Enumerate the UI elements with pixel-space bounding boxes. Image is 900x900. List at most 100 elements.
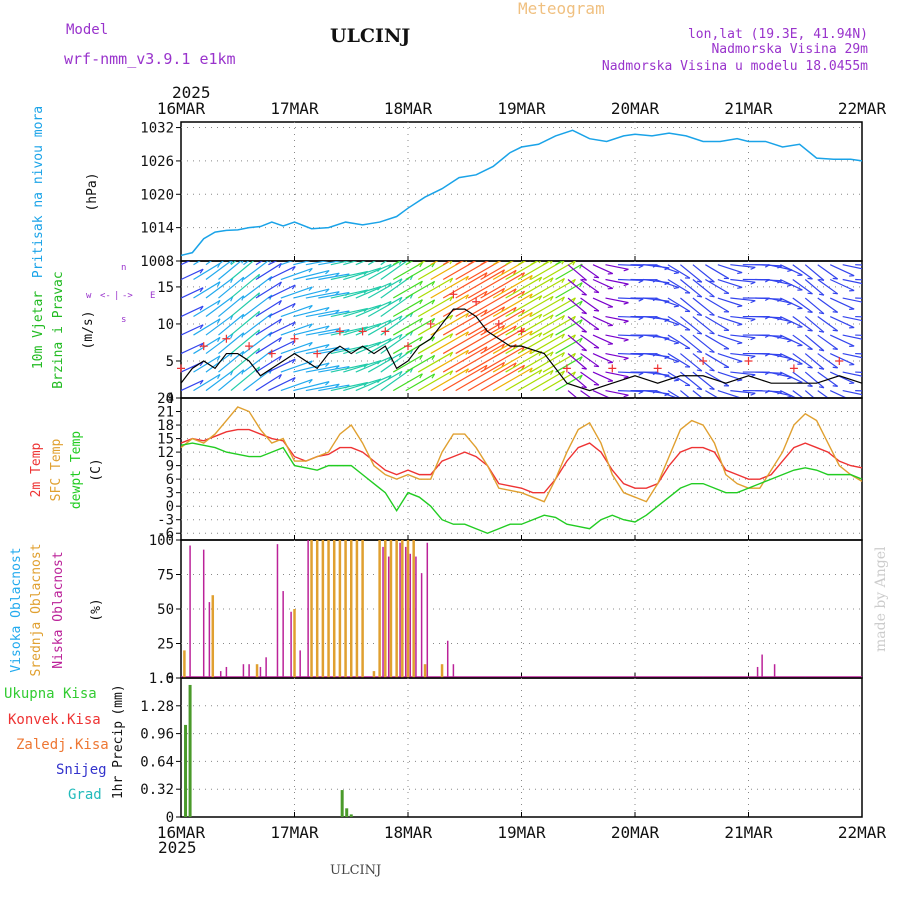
- wind-arrow: [592, 278, 614, 289]
- wind-arrow: [205, 261, 232, 280]
- wind-arrowhead: [572, 371, 576, 377]
- wind-arrowhead: [562, 245, 565, 249]
- wind-arrow: [417, 351, 453, 373]
- wind-arrow: [305, 291, 340, 299]
- wind-arrowhead: [549, 370, 554, 375]
- y-tick-label: 0.96: [140, 727, 174, 743]
- wind-arrowhead: [200, 254, 203, 258]
- wind-arrowhead: [750, 337, 756, 341]
- wind-arrowhead: [876, 355, 880, 357]
- low-cloud-bar: [265, 657, 267, 678]
- wind-arrowhead: [876, 336, 880, 338]
- wind-arrowhead: [638, 390, 644, 395]
- wind-arrowhead: [832, 329, 838, 332]
- precip-bar: [349, 814, 353, 817]
- wind-arrowhead: [278, 337, 282, 343]
- wind-arrowhead: [501, 306, 506, 312]
- wind-arrowhead: [398, 315, 403, 321]
- wind-arrow: [804, 264, 825, 281]
- wind-arrow: [605, 297, 629, 304]
- wind-arrowhead: [709, 280, 715, 283]
- wind-arrow: [792, 334, 813, 350]
- wind-arrowhead: [378, 253, 381, 257]
- wind-arrowhead: [593, 276, 599, 279]
- wind-arrow: [804, 371, 825, 389]
- wind-arrowhead: [529, 312, 533, 318]
- wind-arrowhead: [818, 367, 825, 370]
- wind-arrowhead: [623, 283, 629, 287]
- wind-arrowhead: [818, 312, 825, 315]
- wind-arrowhead: [876, 281, 880, 283]
- wind-arrow: [417, 333, 453, 355]
- wind-arrowhead: [308, 267, 313, 273]
- wind-arrow: [505, 350, 543, 373]
- wind-arrow: [829, 278, 855, 292]
- wind-arrow: [580, 371, 600, 386]
- wind-arrow: [692, 371, 715, 390]
- wind-arrowhead: [538, 313, 543, 319]
- legend-conv-precip: Konvek.Kisa: [8, 712, 101, 728]
- bottom-date-labels: 16MAR 17MAR 18MAR 19MAR 20MAR 21MAR 22MAR: [157, 823, 887, 842]
- wind-arrowhead: [521, 290, 526, 296]
- wind-arrow: [467, 261, 502, 281]
- wind-arrow: [268, 339, 296, 355]
- gust-marker: [653, 364, 662, 373]
- mid-cloud-bar: [211, 595, 215, 678]
- wind-arrow: [842, 334, 862, 340]
- product-title: Meteogram: [518, 0, 605, 18]
- wind-arrow: [280, 304, 313, 318]
- wind-arrowhead: [876, 392, 880, 394]
- wind-arrowhead: [737, 342, 743, 345]
- wind-arrow: [592, 297, 614, 308]
- wind-arrowhead: [737, 271, 743, 275]
- low-cloud-bar: [248, 664, 250, 678]
- wind-arrow: [392, 261, 401, 266]
- wind-arrow: [392, 280, 423, 299]
- wind-arrowhead: [750, 392, 756, 396]
- wind-arrowhead: [638, 316, 644, 321]
- wind-arrowhead: [593, 383, 599, 386]
- wind-arrowhead: [431, 373, 436, 379]
- wind-arrow: [343, 261, 358, 266]
- precip-legend: Ukupna Kisa Konvek.Kisa Zaledj.Kisa Snij…: [4, 686, 109, 803]
- wind-arrowhead: [465, 349, 469, 355]
- precip-panel: 0 0.32 0.64 0.96 1.28 1.6: [140, 671, 863, 826]
- wind-arrowhead: [483, 272, 488, 278]
- wind-arrow: [305, 309, 340, 318]
- wind-arrow: [218, 261, 242, 280]
- wind-arrow: [305, 328, 340, 336]
- wind-arrow: [467, 343, 517, 373]
- wind-arrow: [817, 334, 839, 350]
- wind-arrow: [592, 353, 614, 363]
- wind-arrow: [230, 310, 260, 336]
- wind-arrow: [542, 261, 576, 281]
- model-label: Model: [66, 22, 108, 38]
- wind-arrowhead: [449, 351, 454, 357]
- wind-arrow: [842, 315, 862, 322]
- wind-arrowhead: [582, 405, 587, 406]
- wind-arrow: [780, 334, 803, 346]
- wind-arrowhead: [419, 280, 423, 286]
- wind-arrowhead: [399, 245, 402, 249]
- year-top: 2025: [172, 83, 211, 102]
- gust-marker: [789, 364, 798, 373]
- wind-arrowhead: [673, 305, 679, 308]
- wind-arrow: [792, 353, 813, 369]
- wind-arrow: [767, 371, 793, 378]
- wind-arrow: [193, 281, 221, 299]
- wind-arrowhead: [398, 371, 403, 376]
- wind-arrow: [730, 264, 756, 268]
- station-title: ULCINJ: [330, 25, 410, 47]
- wind-arrow: [255, 318, 282, 336]
- wind-arrow: [293, 362, 330, 373]
- y-tick-label: 15: [157, 280, 174, 296]
- bottom-date-label: 19MAR: [497, 823, 546, 842]
- y-tick-label: 0: [166, 810, 174, 826]
- low-cloud-bar: [307, 540, 309, 678]
- wind-arrowhead: [807, 277, 813, 280]
- wind-arrow: [505, 276, 543, 299]
- wind-arrowhead: [673, 342, 679, 345]
- wind-arrow: [580, 390, 593, 398]
- wind-arrowhead: [278, 281, 282, 287]
- wind-arrow: [580, 264, 600, 279]
